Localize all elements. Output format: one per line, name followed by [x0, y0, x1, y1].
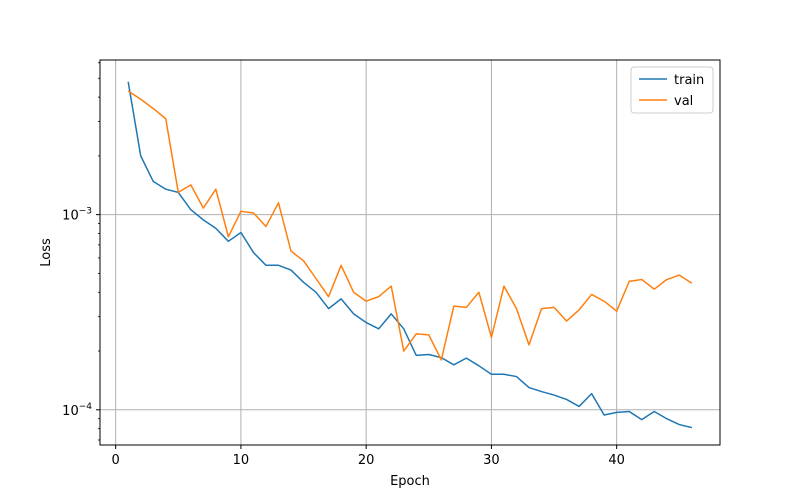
plot-series — [127, 81, 693, 429]
x-axis-label: Epoch — [390, 474, 430, 489]
x-tick-label: 20 — [358, 453, 375, 468]
series-line-val — [127, 90, 693, 361]
grid-lines — [100, 60, 720, 445]
x-tick-label: 0 — [112, 453, 120, 468]
y-tick-base: 10 — [62, 209, 79, 224]
y-tick-label: 10−3 — [62, 207, 92, 224]
y-tick-exponent: −4 — [79, 402, 93, 412]
legend-label-train: train — [674, 73, 704, 88]
y-axis-label: Loss — [39, 238, 54, 267]
legend: train val — [630, 66, 714, 114]
y-tick-base: 10 — [62, 404, 79, 419]
plot-frame — [99, 59, 721, 446]
x-tick-label: 40 — [608, 453, 625, 468]
x-tick-label: 30 — [483, 453, 500, 468]
x-tick-label: 10 — [233, 453, 250, 468]
y-tick-exponent: −3 — [79, 207, 92, 217]
series-line-train — [127, 81, 692, 429]
legend-label-val: val — [674, 94, 693, 109]
y-tick-label: 10−4 — [62, 402, 92, 419]
